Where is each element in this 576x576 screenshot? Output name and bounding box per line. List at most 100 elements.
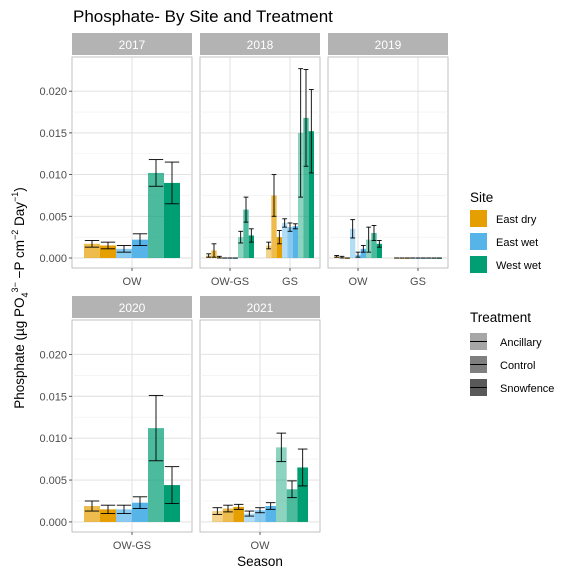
x-tick-label: GS xyxy=(410,276,426,288)
error-bar xyxy=(148,394,164,462)
bar-east-wet-snowfence xyxy=(132,239,148,258)
bar-east-dry-snowfence xyxy=(100,509,116,522)
facet-strip-label: 2017 xyxy=(119,38,146,52)
y-axis-title-sub4: 4 xyxy=(20,292,30,297)
bar-west-wet-ancillary xyxy=(276,447,287,522)
facet-panels: 2017 0.000 0.005 0.010 0.015 0.020 OW 2018 OW-GS… xyxy=(39,33,449,552)
error-bar xyxy=(371,225,377,241)
error-bar xyxy=(276,432,287,463)
legend-key-west-wet xyxy=(470,256,487,273)
error-bar xyxy=(350,219,356,239)
x-tick-label: OW-GS xyxy=(211,276,249,288)
facet-strip-label: 2018 xyxy=(247,38,274,52)
bar-east-dry-control xyxy=(84,506,100,522)
error-bar xyxy=(100,504,116,515)
bar-east-wet-control xyxy=(116,509,132,522)
y-tick-label: 0.010 xyxy=(39,170,67,182)
legend-treatment: Treatment Ancillary Control Snowfence xyxy=(470,310,554,396)
error-bar xyxy=(100,241,116,250)
error-bar xyxy=(212,507,223,515)
error-bar xyxy=(233,503,244,510)
error-bar xyxy=(238,230,244,244)
error-bar xyxy=(265,502,276,510)
error-bar xyxy=(255,507,265,514)
facet-panel-2017: 2017 0.000 0.005 0.010 0.015 0.020 OW xyxy=(39,33,193,288)
legend-label: Control xyxy=(500,360,535,372)
y-axis-title-sup1: −1 xyxy=(10,192,20,202)
error-bar xyxy=(298,68,304,198)
error-bar xyxy=(339,255,345,259)
error-bar xyxy=(308,89,314,174)
legend-label: West wet xyxy=(496,260,541,272)
bar-west-wet-ancillary xyxy=(238,237,244,258)
y-axis-title-sup2: −2 xyxy=(10,230,20,240)
y-tick-label: 0.015 xyxy=(39,391,67,403)
error-bar xyxy=(292,223,298,230)
error-bar xyxy=(84,240,100,248)
error-bar xyxy=(164,161,180,205)
legend-treatment-title: Treatment xyxy=(470,310,531,325)
y-tick-label: 0.005 xyxy=(39,475,67,487)
x-tick-label: GS xyxy=(282,276,298,288)
error-bar xyxy=(164,466,180,504)
bar-east-dry-snowfence xyxy=(276,237,282,258)
error-bar xyxy=(271,174,277,217)
panel-background xyxy=(199,56,321,269)
bar-west-wet-control xyxy=(371,232,377,258)
error-bar xyxy=(84,500,100,512)
bar-west-wet-control xyxy=(148,428,164,522)
error-bar xyxy=(334,255,340,258)
bar-east-wet-control xyxy=(116,248,132,258)
legend-key-east-wet xyxy=(470,233,487,250)
bar-east-wet-control xyxy=(254,510,266,522)
bar-west-wet-control xyxy=(148,172,164,258)
facet-strip-label: 2021 xyxy=(247,301,274,315)
bar-east-wet-ancillary xyxy=(282,222,288,258)
y-tick-label: 0.015 xyxy=(39,128,67,140)
facet-strip xyxy=(72,33,192,55)
y-tick-label: 0.000 xyxy=(39,517,67,529)
error-bar xyxy=(287,480,297,499)
bar-east-wet-snowfence xyxy=(292,226,298,258)
legend-label: East wet xyxy=(496,237,538,249)
bar-east-dry-ancillary xyxy=(212,511,223,522)
y-axis-title: Phosphate (µg PO43− −P cm−2 Day−1) xyxy=(10,187,30,409)
error-bar xyxy=(132,496,148,509)
legend-site: Site East dry East wet West wet xyxy=(470,190,541,273)
y-axis-title-sup3: 3− xyxy=(10,282,20,292)
error-bar xyxy=(303,69,309,167)
error-bar xyxy=(243,196,249,223)
error-bar xyxy=(355,251,361,258)
bar-west-wet-control xyxy=(286,489,298,522)
error-bar xyxy=(266,241,272,250)
legend-site-title: Site xyxy=(470,190,493,205)
x-tick-label: OW-GS xyxy=(113,540,151,552)
error-bar xyxy=(282,218,288,228)
error-bar xyxy=(216,255,222,259)
legend-label: Snowfence xyxy=(500,383,554,395)
bar-west-wet-snowfence xyxy=(164,182,180,258)
bar-east-dry-control xyxy=(271,195,277,258)
error-bar xyxy=(116,245,132,253)
error-bar xyxy=(376,240,382,248)
y-tick-label: 0.020 xyxy=(39,86,67,98)
y-axis-title-suffix: ) xyxy=(12,187,27,192)
bar-west-wet-control xyxy=(243,209,249,258)
error-bar xyxy=(366,226,372,253)
facet-strip xyxy=(72,296,192,318)
bar-east-wet-snowfence xyxy=(360,248,366,258)
error-bar xyxy=(132,233,148,246)
bar-east-wet-snowfence xyxy=(265,506,276,522)
error-bar xyxy=(223,504,233,513)
y-tick-label: 0.020 xyxy=(39,349,67,361)
bar-east-wet-ancillary xyxy=(350,228,356,258)
y-axis-title-prefix: Phosphate (µg PO xyxy=(12,297,27,408)
chart-title: Phosphate- By Site and Treatment xyxy=(73,7,333,26)
facet-panel-2018: 2018 OW-GS GS xyxy=(199,33,321,288)
bar-east-wet-snowfence xyxy=(132,502,148,522)
x-tick-label: OW xyxy=(251,540,271,552)
panel-background xyxy=(327,56,449,269)
error-bar xyxy=(116,504,132,515)
facet-panel-2020: 2020 0.000 0.005 0.010 0.015 0.020 OW-GS xyxy=(39,296,193,552)
